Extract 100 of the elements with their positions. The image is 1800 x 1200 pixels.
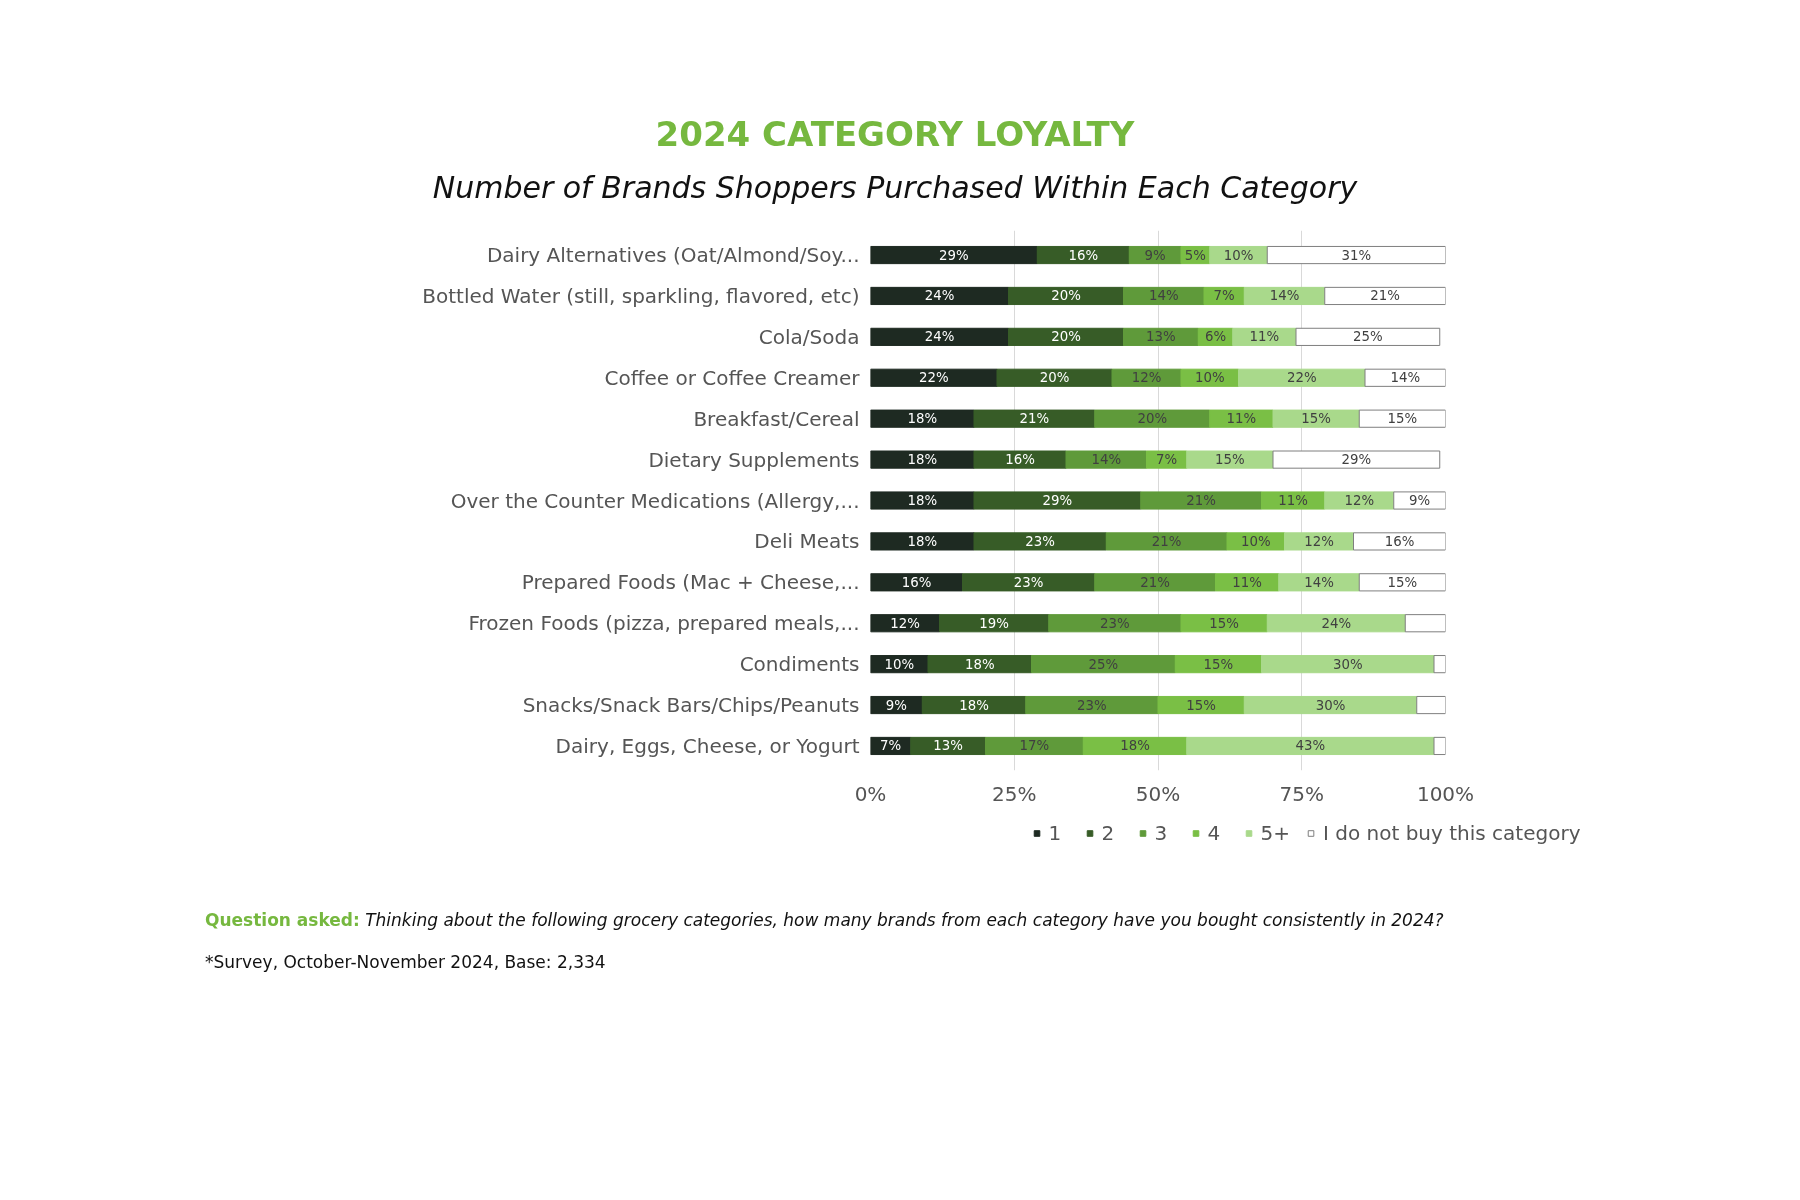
data-label: 12% xyxy=(890,615,920,631)
data-label: 22% xyxy=(918,370,949,386)
data-label: 21% xyxy=(1186,493,1216,508)
text: *Survey, October-November 2024, Base: 2,334 xyxy=(205,951,607,975)
data-label: 15% xyxy=(1186,697,1216,713)
data-label: 11% xyxy=(1232,574,1262,590)
data-label: 7% xyxy=(1156,452,1178,468)
bar xyxy=(1433,655,1446,674)
y-tick-label: Prepared Foods (Mac + Cheese,... xyxy=(521,570,860,595)
data-label: 22% xyxy=(1286,370,1317,386)
bar xyxy=(1215,573,1280,592)
bar xyxy=(870,327,1009,346)
data-label: 18% xyxy=(907,493,938,508)
bar xyxy=(1065,450,1147,469)
data-label: 15% xyxy=(1387,411,1418,427)
bar xyxy=(962,573,1096,592)
data-label: 23% xyxy=(1013,574,1044,590)
data-label: 23% xyxy=(1077,697,1107,713)
bar xyxy=(1393,491,1446,510)
data-label: 18% xyxy=(964,656,995,672)
data-label: 14% xyxy=(1390,370,1421,386)
bar xyxy=(1278,573,1360,592)
bar xyxy=(973,532,1107,551)
bar xyxy=(996,368,1113,387)
data-label: 18% xyxy=(907,411,938,427)
bar xyxy=(1048,614,1182,633)
legend-label: 4 xyxy=(1207,821,1222,845)
data-label: 20% xyxy=(1051,329,1081,345)
y-tick-label: Snacks/Snack Bars/Chips/Peanuts xyxy=(522,693,860,718)
data-label: 9% xyxy=(1409,493,1431,508)
data-label: 10% xyxy=(1223,247,1254,263)
bar xyxy=(870,532,975,551)
data-label: 25% xyxy=(1353,329,1383,345)
bar xyxy=(1324,286,1446,306)
bar xyxy=(1140,491,1262,510)
chart-title: 2024 CATEGORY LOYALTY xyxy=(654,113,1136,156)
bar xyxy=(1209,409,1274,428)
data-label: 5% xyxy=(1184,247,1206,263)
data-label: 19% xyxy=(979,615,1009,631)
data-label: 18% xyxy=(907,533,938,549)
data-label: 20% xyxy=(1137,411,1168,427)
x-tick-label: 0% xyxy=(854,781,887,806)
data-label: 16% xyxy=(1384,533,1415,549)
bar xyxy=(1261,491,1326,510)
y-tick-label: Over the Counter Medications (Allergy,... xyxy=(450,488,860,513)
bar xyxy=(1105,532,1228,551)
bar xyxy=(1094,409,1211,428)
bar xyxy=(1358,409,1446,428)
legend-label: 3 xyxy=(1154,821,1169,845)
legend-label: 1 xyxy=(1048,821,1063,845)
bar xyxy=(870,573,963,592)
bar xyxy=(1358,573,1446,592)
data-label: 14% xyxy=(1269,288,1300,304)
data-label: 6% xyxy=(1204,329,1227,345)
x-tick-label: 100% xyxy=(1416,781,1475,806)
data-label: 16% xyxy=(1068,247,1099,263)
bar xyxy=(870,368,998,387)
y-tick-label: Dairy Alternatives (Oat/Almond/Soy... xyxy=(486,243,860,268)
bar xyxy=(1008,327,1124,346)
x-tick-label: 75% xyxy=(1279,781,1324,806)
data-label: 30% xyxy=(1332,656,1363,672)
bar xyxy=(1031,655,1176,674)
bar xyxy=(870,245,1038,265)
data-label: 24% xyxy=(924,329,955,345)
data-label: 16% xyxy=(1005,452,1035,468)
legend-label: I do not buy this category xyxy=(1323,821,1581,845)
bar xyxy=(1353,532,1446,551)
y-tick-label: Breakfast/Cereal xyxy=(693,406,860,431)
y-tick-label: Dietary Supplements xyxy=(648,447,860,472)
data-label: 18% xyxy=(959,697,989,713)
data-label: 11% xyxy=(1278,493,1308,508)
bar xyxy=(870,450,975,469)
data-label: 30% xyxy=(1315,697,1346,713)
data-label: 15% xyxy=(1215,452,1245,468)
data-label: 29% xyxy=(939,247,969,263)
y-tick-label: Bottled Water (still, sparkling, flavored, etc) xyxy=(422,283,860,308)
y-tick-label: Deli Meats xyxy=(754,529,860,554)
legend-label: 5+ xyxy=(1260,821,1291,845)
data-label: 10% xyxy=(1240,533,1271,549)
data-label: 12% xyxy=(1131,370,1162,386)
bar xyxy=(1238,368,1366,387)
data-label: 17% xyxy=(1019,738,1050,754)
bar xyxy=(1094,573,1216,592)
y-tick-label: Frozen Foods (pizza, prepared meals,... xyxy=(468,611,860,636)
bar xyxy=(1324,491,1395,510)
bar xyxy=(870,491,975,510)
bar xyxy=(973,450,1067,469)
data-label: 11% xyxy=(1226,411,1257,427)
y-tick-label: Dairy, Eggs, Cheese, or Yogurt xyxy=(555,733,860,758)
data-label: 13% xyxy=(1146,329,1176,345)
bar xyxy=(939,614,1050,633)
data-label: 10% xyxy=(1194,370,1225,386)
data-label: 43% xyxy=(1295,738,1326,754)
data-label: 21% xyxy=(1370,288,1400,304)
data-label: 15% xyxy=(1209,615,1239,631)
y-tick-label: Cola/Soda xyxy=(758,324,860,349)
bar xyxy=(1261,655,1435,674)
bar xyxy=(1284,532,1354,551)
data-label: 23% xyxy=(1100,615,1130,631)
data-label: 21% xyxy=(1140,574,1170,590)
